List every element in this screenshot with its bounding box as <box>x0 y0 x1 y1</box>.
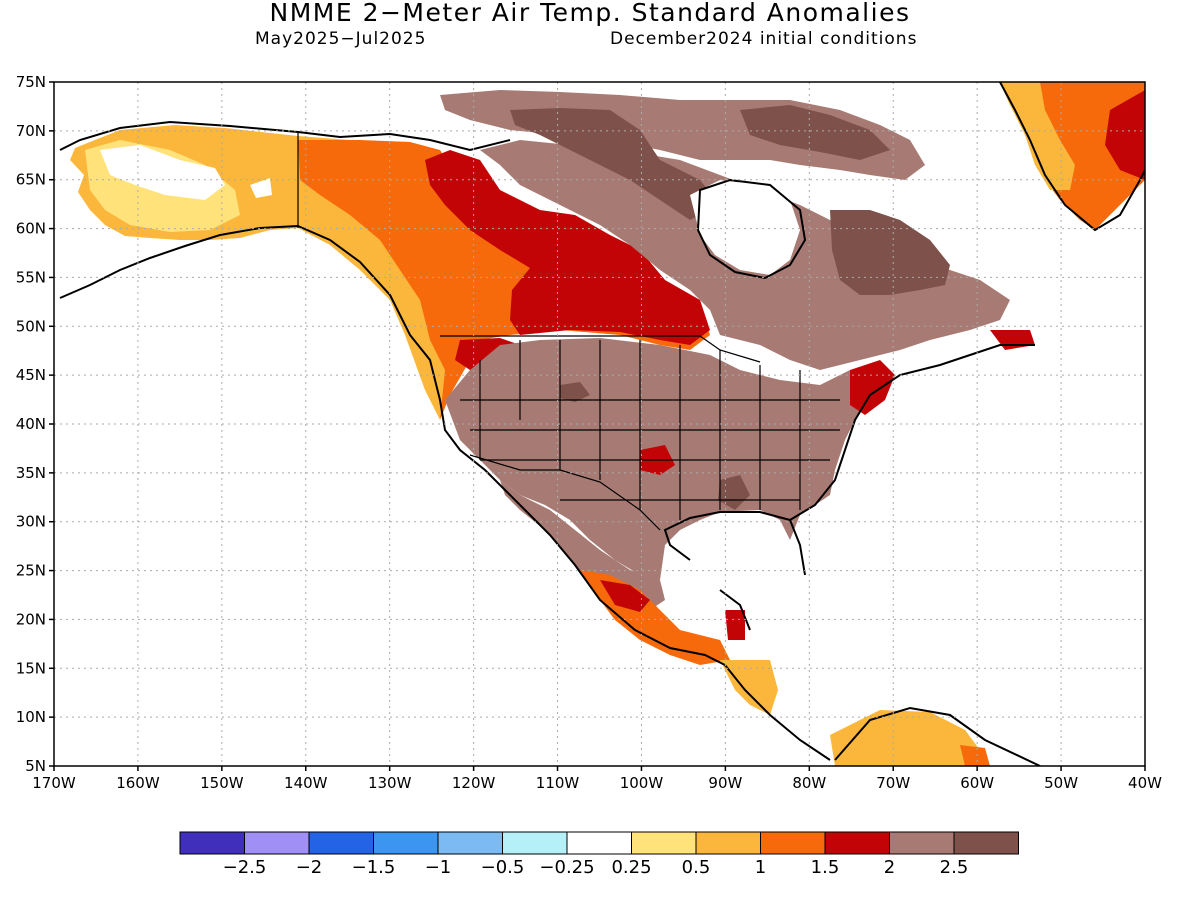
colorbar-label: −2.5 <box>223 857 267 878</box>
colorbar-swatch <box>566 831 632 855</box>
colorbar-label: 2 <box>884 857 895 878</box>
colorbar-label: −0.5 <box>481 857 525 878</box>
alaska-neutral <box>100 145 225 200</box>
colorbar-swatch <box>631 831 697 855</box>
lon-label: 140W <box>284 774 328 792</box>
political-boundaries <box>297 132 840 531</box>
lon-label: 50W <box>1044 774 1078 792</box>
lat-label: 65N <box>16 171 46 189</box>
coastlines <box>59 82 1145 766</box>
colorbar-swatch <box>179 831 245 855</box>
lat-label: 5N <box>25 757 46 775</box>
lat-label: 15N <box>16 659 46 677</box>
colorbar-swatch <box>502 831 568 855</box>
latitude-labels: 75N 70N 65N 60N 55N 50N 45N 40N 35N 30N 25N 20N 15N 1… <box>16 73 54 775</box>
colorbar-label: 0.25 <box>611 857 651 878</box>
colorbar-swatch <box>760 831 826 855</box>
colorbar-label: −1.5 <box>352 857 396 878</box>
lon-label: 170W <box>32 774 76 792</box>
lon-label: 90W <box>708 774 742 792</box>
colorbar-swatch <box>953 831 1019 855</box>
lat-label: 40N <box>16 415 46 433</box>
bc-orange-anomaly <box>298 140 710 420</box>
prairies-red-anomaly <box>425 150 710 345</box>
south-america-anomaly <box>830 710 980 766</box>
lat-label: 25N <box>16 562 46 580</box>
lon-label: 40W <box>1128 774 1162 792</box>
map-title: NMME 2−Meter Air Temp. Standard Anomalie… <box>269 0 911 27</box>
mexico-brown <box>500 480 665 610</box>
lon-label: 60W <box>960 774 994 792</box>
lon-label: 150W <box>200 774 244 792</box>
lat-label: 50N <box>16 317 46 335</box>
lat-label: 35N <box>16 464 46 482</box>
lon-label: 120W <box>452 774 496 792</box>
colorbar-swatch <box>695 831 761 855</box>
hudson-bay <box>690 180 800 275</box>
lat-label: 10N <box>16 708 46 726</box>
initial-conditions: December2024 initial conditions <box>610 29 918 49</box>
colorbar: −2.5 −2 −1.5 −1 −0.5 −0.25 0.25 0.5 1 1.5 2 2.5 <box>179 831 1019 878</box>
lon-label: 160W <box>116 774 160 792</box>
forecast-period: May2025−Jul2025 <box>255 29 427 49</box>
colorbar-label: 1.5 <box>811 857 840 878</box>
lat-label: 60N <box>16 220 46 238</box>
colorbar-swatch <box>373 831 439 855</box>
lat-label: 45N <box>16 366 46 384</box>
colorbar-label: 1 <box>755 857 766 878</box>
lat-label: 55N <box>16 268 46 286</box>
lon-label: 80W <box>792 774 826 792</box>
colorbar-label: 2.5 <box>940 857 969 878</box>
colorbar-swatch <box>889 831 955 855</box>
colorbar-label: −0.25 <box>539 857 594 878</box>
lon-label: 100W <box>620 774 664 792</box>
colorbar-swatch <box>308 831 374 855</box>
anomaly-shading <box>70 82 1145 766</box>
lat-label: 30N <box>16 513 46 531</box>
colorbar-label: 0.5 <box>682 857 711 878</box>
colorbar-swatch <box>244 831 310 855</box>
lat-label: 20N <box>16 610 46 628</box>
quebec-dark-brown <box>830 210 950 295</box>
lon-label: 130W <box>368 774 412 792</box>
colorbar-label: −1 <box>425 857 452 878</box>
central-america-anomaly <box>720 660 778 715</box>
longitude-labels: 170W 160W 150W 140W 130W 120W 110W 100W 90W 80W 70… <box>32 766 1162 792</box>
lat-label: 70N <box>16 122 46 140</box>
colorbar-swatch <box>824 831 890 855</box>
lat-lon-grid <box>54 82 1145 766</box>
lat-label: 75N <box>16 73 46 91</box>
lon-label: 70W <box>876 774 910 792</box>
lon-label: 110W <box>536 774 580 792</box>
colorbar-label: −2 <box>296 857 323 878</box>
colorbar-swatch <box>437 831 503 855</box>
map-plot-area <box>54 82 1145 766</box>
